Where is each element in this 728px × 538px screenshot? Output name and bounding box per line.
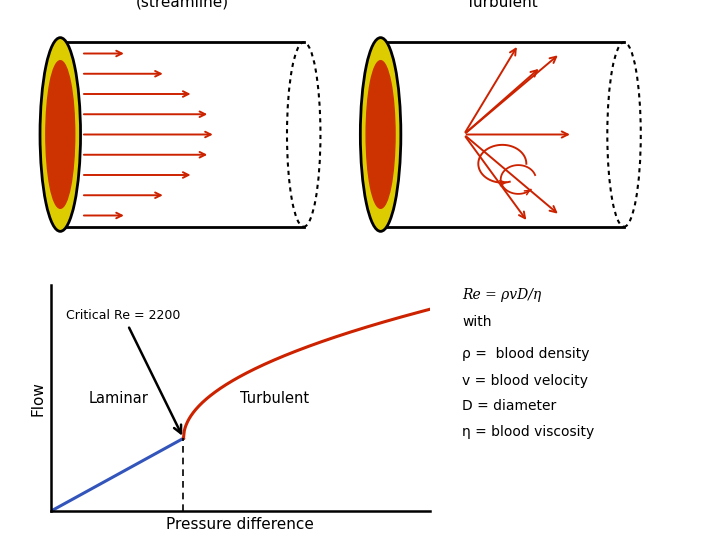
Text: D = diameter: D = diameter	[462, 399, 556, 413]
Text: with: with	[462, 315, 492, 329]
Text: Laminar: Laminar	[89, 391, 149, 406]
Ellipse shape	[40, 38, 81, 231]
Ellipse shape	[360, 38, 401, 231]
Text: Turbulent: Turbulent	[240, 391, 309, 406]
Y-axis label: Flow: Flow	[31, 381, 45, 415]
Title: Turbulent: Turbulent	[467, 0, 538, 10]
Text: Critical Re = 2200: Critical Re = 2200	[66, 309, 181, 433]
Ellipse shape	[366, 61, 395, 208]
Title: Laminar
(streamline): Laminar (streamline)	[135, 0, 229, 10]
Text: Re = ρvD/η: Re = ρvD/η	[462, 288, 542, 302]
Text: v = blood velocity: v = blood velocity	[462, 374, 588, 388]
Text: η = blood viscosity: η = blood viscosity	[462, 425, 595, 439]
Ellipse shape	[46, 61, 75, 208]
Text: ρ =  blood density: ρ = blood density	[462, 347, 590, 361]
X-axis label: Pressure difference: Pressure difference	[166, 516, 314, 532]
